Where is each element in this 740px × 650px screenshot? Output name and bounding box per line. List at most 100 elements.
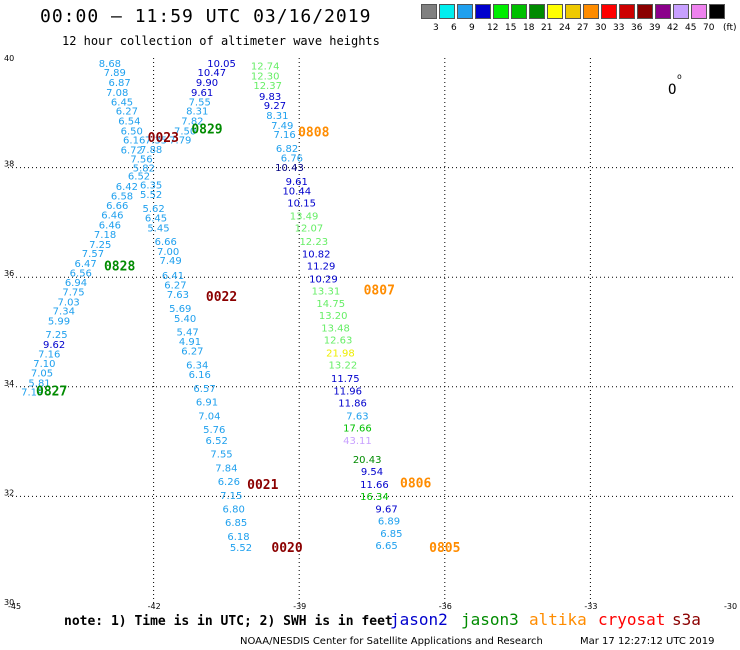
legend-label: 6: [451, 23, 457, 33]
wave-height-value: 7.89: [104, 68, 126, 79]
wave-height-value: 6.76: [281, 154, 303, 165]
wave-height-value: 5.69: [169, 304, 191, 315]
wave-height-value: 7.19: [21, 388, 43, 399]
wave-height-value: 5.62: [142, 204, 164, 215]
legend-label: 21: [541, 23, 553, 33]
legend-swatch: [565, 4, 581, 19]
wave-height-value: 7.08: [106, 88, 128, 99]
wave-height-value: 12.63: [324, 336, 353, 347]
wave-height-value: 8.31: [266, 111, 288, 122]
wave-height-value: 6.46: [99, 221, 121, 232]
wave-height-value: 6.16: [189, 370, 211, 381]
wave-height-value: 8.31: [186, 107, 208, 118]
wave-height-value: 11.29: [307, 262, 336, 273]
wave-height-value: 5.82: [133, 164, 155, 175]
legend-label: 3: [433, 23, 439, 33]
legend-swatch: [709, 4, 725, 19]
wave-height-value: 11.96: [333, 387, 362, 398]
wave-height-value: 7.10: [33, 359, 55, 370]
footer-note: note: 1) Time is in UTC; 2) SWH is in fe…: [64, 614, 393, 629]
wave-height-value: 10.44: [282, 187, 311, 198]
satellite-name: s3a: [672, 610, 701, 629]
wave-height-value: 5.76: [203, 425, 225, 436]
wave-height-value: 6.27: [116, 107, 138, 118]
legend-label: 15: [505, 23, 517, 33]
lon-tick-label: -36: [439, 602, 452, 611]
wave-height-value: 7.25: [89, 240, 111, 251]
wave-height-value: 9.27: [264, 101, 286, 112]
page-title: 00:00 – 11:59 UTC 03/16/2019: [40, 6, 372, 27]
pass-time-label: 0808: [298, 125, 329, 140]
wave-height-value: 6.66: [106, 201, 128, 212]
wave-height-value: 12.07: [295, 223, 324, 234]
wave-height-value: 7.75: [62, 287, 84, 298]
wave-height-value: 5.45: [147, 223, 169, 234]
wave-height-value: 6.82: [276, 144, 298, 155]
wave-height-value: 7.05: [31, 369, 53, 380]
wave-height-value: 5.52: [230, 543, 252, 554]
wave-height-value: 9.62: [43, 340, 65, 351]
wave-height-value: 43.11: [343, 436, 372, 447]
wave-height-value: 9.90: [196, 78, 218, 89]
wave-height-value: 6.41: [162, 271, 184, 282]
wave-height-value: 20.43: [353, 455, 382, 466]
wave-height-value: 6.89: [378, 517, 400, 528]
wave-height-value: 6.46: [101, 211, 123, 222]
legend-label: 24: [559, 23, 571, 33]
wave-height-value: 9.67: [375, 504, 397, 515]
wave-height-value: 6.85: [380, 529, 402, 540]
legend-swatch: [457, 4, 473, 19]
wave-height-value: 7.82: [181, 116, 203, 127]
legend-unit: (ft): [723, 23, 737, 33]
legend-swatch: [493, 4, 509, 19]
wave-height-value: 13.49: [290, 211, 319, 222]
wave-height-value: 6.52: [128, 171, 150, 182]
wave-height-value: 10.05: [207, 59, 236, 70]
wave-height-value: 6.72: [121, 146, 143, 157]
wave-height-value: 6.16: [123, 136, 145, 147]
wave-height-value: 7.00: [157, 247, 179, 258]
wave-height-value: 7.84: [215, 463, 237, 474]
wave-height-value: 14.75: [316, 299, 345, 310]
wave-height-value: 6.27: [164, 280, 186, 291]
wave-height-value: 6.45: [145, 213, 167, 224]
lat-tick-label: 32: [4, 488, 14, 497]
pass-time-label: 0022: [206, 290, 237, 305]
legend-swatch: [547, 4, 563, 19]
wave-height-value: 5.47: [176, 327, 198, 338]
wave-height-value: 17.66: [343, 423, 372, 434]
wave-height-value: 10.15: [287, 199, 316, 210]
lat-tick-label: 36: [4, 269, 14, 278]
legend-swatch: [583, 4, 599, 19]
wave-height-value: 7.04: [198, 411, 220, 422]
wave-height-value: 7.15: [220, 491, 242, 502]
pass-time-label: 0807: [364, 283, 395, 298]
legend-label: 36: [631, 23, 643, 33]
wave-height-value: 13.22: [329, 360, 358, 371]
wave-height-value: 11.86: [338, 399, 367, 410]
wave-height-value: 6.26: [218, 477, 240, 488]
legend-swatch: [601, 4, 617, 19]
legend-swatch: [637, 4, 653, 19]
wave-height-value: 7.88: [140, 145, 162, 156]
wave-height-value: 6.45: [111, 97, 133, 108]
wave-height-value: 13.48: [321, 324, 350, 335]
lon-tick-label: -42: [148, 602, 161, 611]
wave-height-value: 10.43: [275, 163, 304, 174]
wave-height-value: 13.31: [312, 286, 341, 297]
wave-height-value: 6.80: [223, 504, 245, 515]
wave-height-value: 11.75: [331, 374, 360, 385]
legend-label: 12: [487, 23, 499, 33]
page-subtitle: 12 hour collection of altimeter wave hei…: [62, 34, 380, 48]
wave-height-value: 5.52: [140, 190, 162, 201]
wave-height-value: 6.50: [121, 126, 143, 137]
legend-swatch: [619, 4, 635, 19]
wave-height-value: 7.49: [159, 256, 181, 267]
wave-height-value: 12.30: [251, 72, 280, 83]
lon-tick-label: -33: [584, 602, 597, 611]
wave-height-value: 6.66: [155, 237, 177, 248]
lon-tick-label: -45: [8, 602, 21, 611]
wave-height-value: 9.83: [259, 92, 281, 103]
wave-height-value: 6.85: [225, 518, 247, 529]
wave-height-value: 6.18: [227, 532, 249, 543]
